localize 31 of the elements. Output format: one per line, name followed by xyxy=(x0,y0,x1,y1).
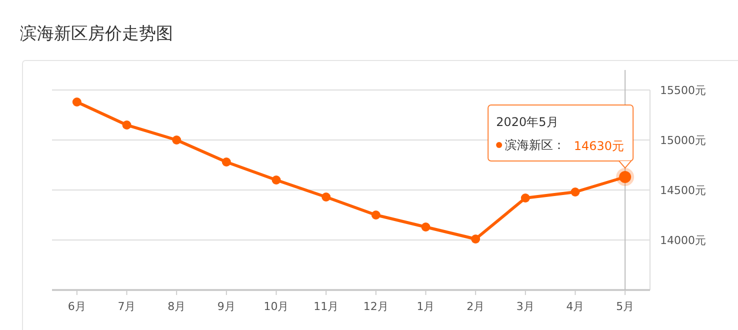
point xyxy=(520,194,530,202)
point xyxy=(570,188,580,196)
annotation: 2020年5月 xyxy=(496,115,558,129)
x-tick-label: 8月 xyxy=(168,300,186,313)
point xyxy=(322,192,331,202)
y-tick-label: 15000元 xyxy=(660,134,706,147)
y-tick-label: 14000元 xyxy=(660,234,706,247)
x-tick-label: 10月 xyxy=(264,300,289,313)
x-tick-label: 2月 xyxy=(466,300,485,313)
chart-title: 滨海新区房价走势图 xyxy=(20,24,173,44)
x-tick-label: 6月 xyxy=(68,300,86,313)
x-tick-label: 9月 xyxy=(217,300,236,313)
data-label: 14630元 xyxy=(574,139,624,153)
point xyxy=(172,136,182,144)
y-tick-label: 15500元 xyxy=(660,84,706,97)
point xyxy=(272,176,281,184)
x-tick-label: 4月 xyxy=(566,300,584,313)
point xyxy=(471,234,480,244)
point xyxy=(72,98,82,106)
point xyxy=(222,158,231,166)
point xyxy=(122,120,132,130)
x-tick-label: 5月 xyxy=(616,300,634,313)
point xyxy=(371,210,380,220)
x-tick-label: 3月 xyxy=(516,300,534,313)
y-tick-label: 14500元 xyxy=(660,184,706,197)
legend-label: 滨海新区： xyxy=(505,138,566,152)
x-tick-label: 12月 xyxy=(363,300,388,313)
x-tick-label: 1月 xyxy=(416,300,435,313)
x-tick-label: 7月 xyxy=(118,300,136,313)
x-tick-label: 11月 xyxy=(314,300,339,313)
point xyxy=(421,222,430,232)
